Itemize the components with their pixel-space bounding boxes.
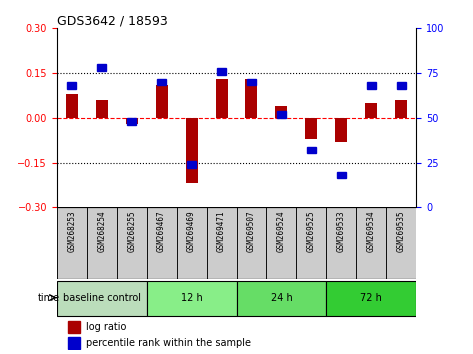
Bar	[207, 207, 236, 279]
Bar	[185, 118, 198, 183]
Bar	[57, 207, 87, 279]
Bar	[326, 207, 356, 279]
Bar	[297, 207, 326, 279]
Bar	[367, 82, 376, 89]
Bar	[266, 207, 297, 279]
Bar	[217, 68, 226, 75]
Bar	[67, 82, 76, 89]
Bar	[397, 82, 406, 89]
Bar	[247, 79, 256, 85]
Text: time: time	[38, 293, 61, 303]
Text: GSM269467: GSM269467	[157, 211, 166, 252]
Text: GDS3642 / 18593: GDS3642 / 18593	[57, 14, 167, 27]
Text: GSM268253: GSM268253	[67, 211, 76, 252]
Bar	[117, 207, 147, 279]
Bar	[245, 79, 257, 118]
Text: GSM269469: GSM269469	[187, 211, 196, 252]
Text: 72 h: 72 h	[360, 293, 382, 303]
Text: 24 h: 24 h	[271, 293, 292, 303]
Bar	[307, 147, 316, 153]
Bar	[126, 118, 138, 124]
Bar	[68, 337, 80, 349]
Bar	[365, 103, 377, 118]
Bar	[326, 281, 416, 316]
Bar	[306, 118, 317, 139]
Bar	[176, 207, 207, 279]
Bar	[335, 118, 347, 142]
Bar	[216, 79, 228, 118]
Bar	[356, 207, 386, 279]
Text: GSM268254: GSM268254	[97, 211, 106, 252]
Bar	[87, 207, 117, 279]
Bar	[96, 100, 108, 118]
Bar	[236, 207, 266, 279]
Text: GSM269507: GSM269507	[247, 211, 256, 252]
Bar	[386, 207, 416, 279]
Bar	[57, 281, 147, 316]
Text: GSM269524: GSM269524	[277, 211, 286, 252]
Bar	[147, 207, 176, 279]
Bar	[97, 64, 106, 71]
Bar	[147, 281, 236, 316]
Text: percentile rank within the sample: percentile rank within the sample	[86, 338, 251, 348]
Text: GSM269471: GSM269471	[217, 211, 226, 252]
Text: GSM269534: GSM269534	[367, 211, 376, 252]
Text: log ratio: log ratio	[86, 322, 126, 332]
Text: baseline control: baseline control	[63, 293, 140, 303]
Text: GSM269535: GSM269535	[397, 211, 406, 252]
Text: GSM269525: GSM269525	[307, 211, 316, 252]
Text: 12 h: 12 h	[181, 293, 202, 303]
Bar	[68, 321, 80, 332]
Bar	[337, 172, 346, 178]
Bar	[66, 94, 78, 118]
Bar	[187, 161, 196, 167]
Bar	[156, 85, 167, 118]
Bar	[277, 111, 286, 118]
Text: GSM268255: GSM268255	[127, 211, 136, 252]
Bar	[127, 118, 136, 125]
Bar	[275, 106, 288, 118]
Bar	[157, 79, 166, 85]
Text: GSM269533: GSM269533	[337, 211, 346, 252]
Bar	[236, 281, 326, 316]
Bar	[395, 100, 407, 118]
